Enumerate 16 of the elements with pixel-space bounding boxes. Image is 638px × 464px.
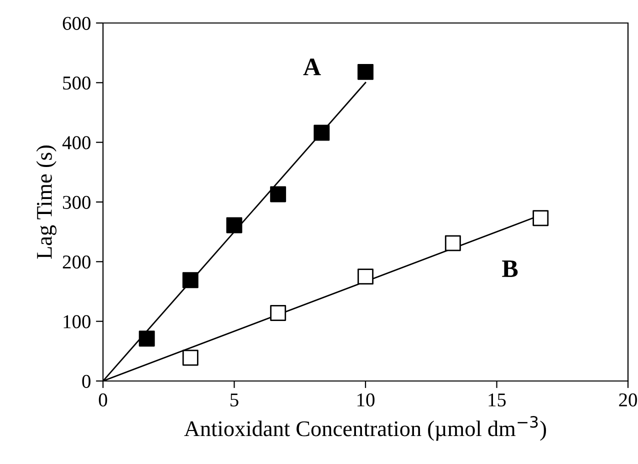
y-tick-label: 300 (62, 196, 90, 209)
series-label: B (502, 260, 518, 277)
x-tick-label: 10 (357, 393, 374, 406)
y-tick-label: 0 (82, 374, 90, 388)
y-axis-title: Lag Time (s) (36, 146, 56, 259)
y-tick-label: 100 (64, 315, 90, 328)
y-tick-label: 500 (63, 76, 90, 90)
x-tick-label: 0 (98, 393, 108, 406)
x-axis-title: Antioxidant Concentration (µmol dm$^{−3}$) (184, 416, 546, 441)
y-tick-label: 600 (62, 16, 90, 30)
x-tick-label: 5 (230, 394, 238, 406)
series-label: A (303, 58, 321, 76)
y-tick-label: 200 (62, 255, 90, 269)
y-tick-label: 400 (62, 136, 90, 150)
x-tick-label: 20 (619, 393, 637, 406)
x-tick-label: 15 (488, 393, 506, 406)
